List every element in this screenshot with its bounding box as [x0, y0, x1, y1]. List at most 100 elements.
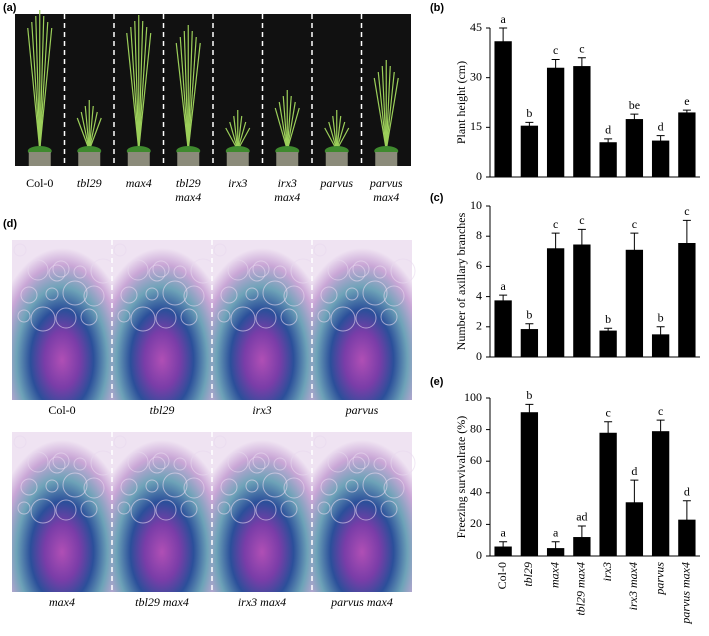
cell — [327, 259, 349, 281]
cell — [217, 309, 231, 323]
cell — [152, 260, 170, 278]
bar — [625, 249, 644, 357]
cell — [48, 456, 66, 474]
stem — [377, 71, 387, 151]
cell — [230, 498, 256, 524]
panel-label: (d) — [3, 218, 17, 230]
significance-letter: b — [605, 312, 611, 326]
cell — [330, 306, 356, 332]
x-tick-label: max4 — [547, 562, 561, 588]
cell — [145, 287, 159, 301]
stem — [237, 115, 243, 151]
cell — [127, 259, 149, 281]
y-tick-label: 60 — [470, 453, 482, 467]
stem — [385, 71, 395, 151]
cell — [162, 472, 188, 498]
cell — [117, 501, 131, 515]
stem — [187, 30, 193, 151]
photo-label: irx3 — [228, 176, 247, 190]
cell — [280, 308, 298, 326]
cell — [55, 307, 77, 329]
pot — [325, 152, 348, 166]
cell — [227, 259, 249, 281]
micrograph — [312, 432, 412, 592]
photo-label: irx3 — [278, 176, 297, 190]
significance-letter: b — [526, 106, 532, 120]
cell — [55, 499, 77, 521]
photo-label: tbl29 — [77, 176, 102, 190]
error-bar — [656, 326, 665, 342]
stem — [179, 36, 189, 151]
bar — [546, 248, 565, 357]
significance-letter: c — [684, 204, 689, 218]
significance-letter: c — [553, 217, 558, 231]
stem — [138, 32, 152, 151]
stem — [274, 107, 288, 151]
pot — [177, 152, 200, 166]
stem — [80, 111, 90, 151]
micrograph-label: max4 — [49, 595, 75, 609]
stem — [35, 15, 41, 151]
micrograph — [112, 240, 212, 400]
significance-letter: c — [605, 405, 610, 419]
photo-label: Col-0 — [26, 176, 53, 190]
error-bar — [630, 479, 639, 525]
cell — [62, 472, 88, 498]
cell — [62, 280, 88, 306]
pot — [127, 152, 150, 166]
significance-letter: ad — [576, 510, 587, 524]
y-tick-label: 40 — [470, 485, 482, 499]
panel-label: (b) — [430, 2, 444, 14]
cell — [48, 264, 66, 282]
y-tick-label: 15 — [470, 119, 482, 133]
bar — [651, 431, 670, 556]
cell — [348, 264, 366, 282]
cell — [362, 472, 388, 498]
y-tick-label: 0 — [476, 548, 482, 562]
cell — [313, 243, 327, 257]
cell — [80, 308, 98, 326]
stem — [27, 27, 41, 151]
y-tick-label: 8 — [476, 228, 482, 242]
bar — [599, 330, 617, 357]
cell — [373, 457, 387, 471]
stem — [31, 21, 41, 151]
significance-letter: c — [553, 43, 558, 57]
error-bar — [604, 327, 613, 333]
error-bar — [551, 58, 560, 77]
bar — [546, 67, 565, 177]
stem — [229, 121, 239, 151]
cell — [245, 479, 259, 493]
stem — [138, 20, 144, 151]
bar — [599, 432, 617, 556]
cell — [127, 451, 149, 473]
stem — [39, 21, 49, 151]
pot — [276, 152, 299, 166]
y-tick-label: 10 — [470, 198, 482, 212]
micrograph — [12, 240, 112, 400]
stem — [286, 101, 296, 151]
significance-letter: d — [658, 119, 664, 133]
cell — [230, 306, 256, 332]
cell — [27, 259, 49, 281]
cell — [390, 258, 416, 284]
bar — [625, 502, 644, 556]
cell — [348, 456, 366, 474]
x-tick-label: parvus max4 — [679, 562, 693, 625]
significance-letter: e — [684, 94, 689, 108]
cell — [220, 286, 238, 304]
cell — [130, 498, 156, 524]
cell — [390, 450, 416, 476]
micrograph-label: Col-0 — [48, 403, 75, 417]
y-tick-label: 20 — [470, 516, 482, 530]
cell — [30, 306, 56, 332]
bar — [573, 244, 591, 357]
significance-letter: d — [631, 464, 637, 478]
stem — [39, 27, 53, 151]
stem — [88, 117, 102, 151]
error-bar — [577, 228, 586, 260]
significance-letter: d — [605, 123, 611, 137]
cell — [17, 309, 31, 323]
panel-label: (c) — [430, 192, 444, 204]
